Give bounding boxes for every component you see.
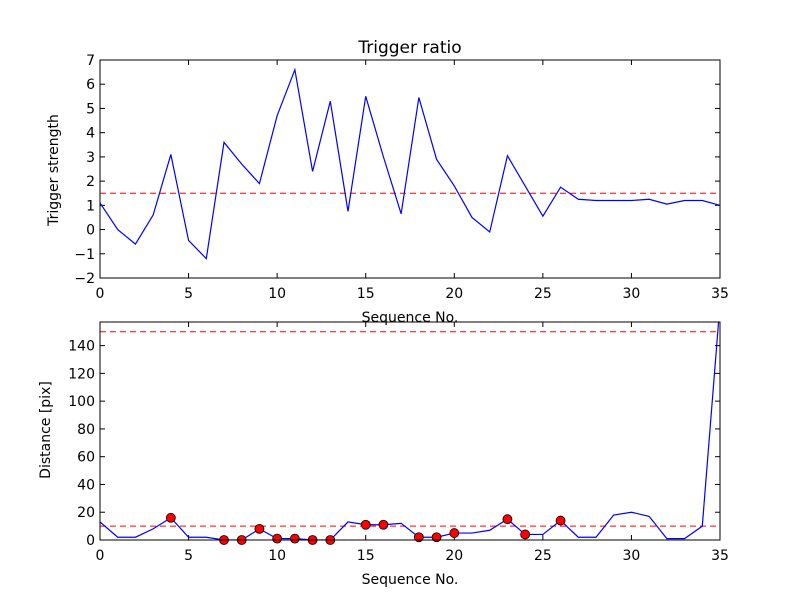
y-tick-label: 60 bbox=[77, 450, 95, 466]
x-tick-label: 20 bbox=[445, 548, 463, 564]
data-point-marker bbox=[449, 528, 460, 538]
x-tick-label: 10 bbox=[268, 286, 286, 302]
distance-plot: Distance [pix] Sequence No. 0 5 10 15 20 25 30… bbox=[38, 321, 729, 588]
tick-group: 0 5 10 15 20 25 30 35 0 20 40 60 80 100 120 140 bbox=[68, 322, 729, 564]
y-tick-label: 3 bbox=[86, 150, 95, 166]
y-tick-label: 20 bbox=[77, 505, 95, 521]
data-point-marker bbox=[272, 533, 283, 544]
x-tick-label: 15 bbox=[357, 548, 375, 564]
data-point-marker bbox=[413, 532, 424, 543]
y-tick-label: 40 bbox=[77, 477, 95, 493]
data-point-marker bbox=[431, 532, 442, 543]
x-tick-label: 0 bbox=[96, 286, 105, 302]
y-tick-label: 7 bbox=[86, 53, 95, 69]
data-point-marker bbox=[165, 512, 176, 523]
data-point-marker bbox=[502, 514, 513, 525]
data-point-marker bbox=[520, 529, 531, 540]
data-point-marker bbox=[289, 533, 300, 544]
y-axis-label: Trigger strength bbox=[46, 114, 62, 227]
x-tick-label: 10 bbox=[268, 548, 286, 564]
y-tick-label: −1 bbox=[74, 247, 95, 263]
threshold-line-group bbox=[100, 331, 720, 527]
y-tick-label: 6 bbox=[86, 77, 95, 93]
y-tick-label: 5 bbox=[86, 101, 95, 117]
chart-title: Trigger ratio bbox=[357, 38, 461, 58]
x-tick-label: 35 bbox=[711, 548, 729, 564]
x-tick-label: 35 bbox=[711, 286, 729, 302]
y-tick-label: 100 bbox=[68, 394, 95, 410]
plot-frame bbox=[99, 59, 721, 279]
y-tick-label: 140 bbox=[68, 339, 95, 355]
x-axis-label: Sequence No. bbox=[362, 572, 459, 588]
data-point-marker bbox=[378, 519, 389, 530]
x-tick-label: 15 bbox=[357, 286, 375, 302]
series-group bbox=[100, 67, 720, 260]
x-tick-label: 30 bbox=[623, 548, 641, 564]
x-tick-label: 5 bbox=[184, 548, 193, 564]
data-point-marker bbox=[254, 523, 265, 534]
data-point-marker bbox=[555, 515, 566, 526]
series-line bbox=[100, 67, 720, 260]
x-tick-label: 5 bbox=[184, 286, 193, 302]
y-tick-label: 0 bbox=[86, 533, 95, 549]
x-tick-label: 0 bbox=[96, 548, 105, 564]
x-tick-label: 25 bbox=[534, 548, 552, 564]
x-tick-label: 20 bbox=[445, 286, 463, 302]
y-tick-label: 1 bbox=[86, 198, 95, 214]
series-group bbox=[100, 322, 720, 540]
plot-frame bbox=[99, 321, 721, 541]
y-tick-label: 0 bbox=[86, 223, 95, 239]
y-axis-label: Distance [pix] bbox=[38, 381, 54, 479]
x-tick-label: 30 bbox=[623, 286, 641, 302]
y-tick-label: 80 bbox=[77, 422, 95, 438]
x-tick-label: 25 bbox=[534, 286, 552, 302]
data-point-marker bbox=[360, 519, 371, 530]
y-tick-label: −2 bbox=[74, 271, 95, 287]
y-tick-label: 120 bbox=[68, 366, 95, 382]
tick-group: 0 5 10 15 20 25 30 35 −2 −1 0 1 2 3 4 5 6 7 bbox=[74, 53, 729, 302]
series-line bbox=[100, 322, 720, 540]
trigger-ratio-plot: Trigger ratio Trigger strength Sequence … bbox=[46, 38, 729, 326]
y-tick-label: 2 bbox=[86, 174, 95, 190]
x-axis-label: Sequence No. bbox=[362, 310, 459, 326]
y-tick-label: 4 bbox=[86, 126, 95, 142]
